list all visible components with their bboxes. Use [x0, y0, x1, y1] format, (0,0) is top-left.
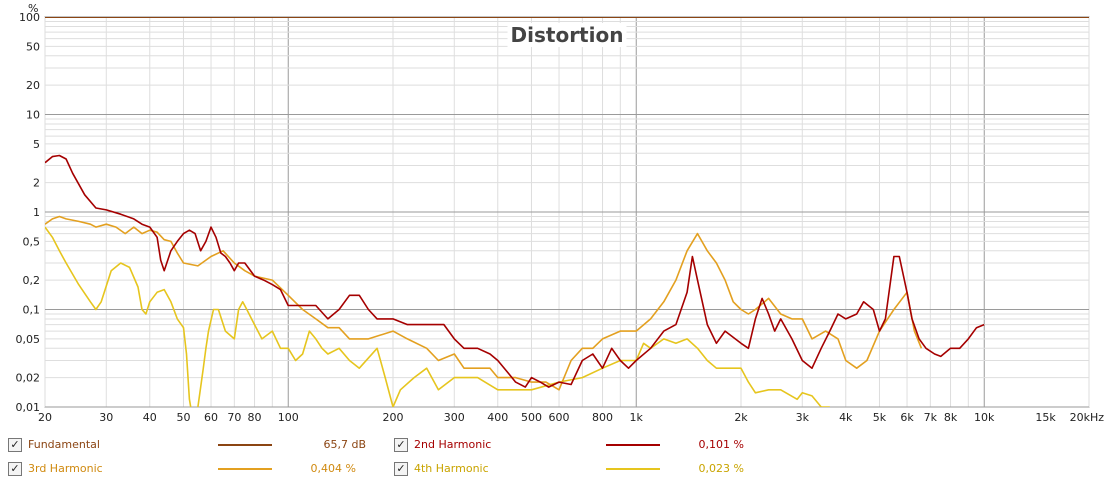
x-tick-label: 7k	[924, 411, 938, 424]
chart-title-background	[507, 23, 627, 47]
x-tick-label: 2k	[734, 411, 748, 424]
y-tick-label: 5	[33, 138, 40, 151]
x-tick-label: 500	[521, 411, 542, 424]
x-tick-label: 3k	[796, 411, 810, 424]
legend-item-fundamental[interactable]: ✓ Fundamental 65,7 dB	[8, 438, 388, 454]
legend-item-4th-harmonic[interactable]: ✓ 4th Harmonic 0,023 %	[394, 462, 774, 478]
y-tick-label: 0,2	[23, 274, 41, 287]
x-tick-label: 10k	[974, 411, 995, 424]
x-tick-label: 40	[143, 411, 157, 424]
distortion-chart: 20 30 40 50 60 70 80 100 200 300 400 500 600 800 1k 2k 3…	[16, 2, 1105, 424]
series-line-3rd-harmonic	[45, 215, 923, 391]
x-tick-label: 4k	[839, 411, 853, 424]
x-tick-label: 20kHz	[1070, 411, 1105, 424]
x-tick-label: 400	[487, 411, 508, 424]
x-tick-label: 5k	[873, 411, 887, 424]
legend-value-2nd-harmonic: 0,101 %	[698, 438, 744, 451]
legend-item-2nd-harmonic[interactable]: ✓ 2nd Harmonic 0,101 %	[394, 438, 774, 454]
x-tick-label: 30	[99, 411, 113, 424]
x-tick-label: 1k	[630, 411, 644, 424]
series-line-2nd-harmonic	[45, 154, 985, 388]
legend: ✓ Fundamental 65,7 dB ✓ 2nd Harmonic 0,1…	[0, 432, 1110, 488]
series-line-4th-harmonic	[45, 226, 830, 407]
y-tick-label: 0,01	[16, 401, 41, 414]
y-tick-label: 1	[33, 206, 40, 219]
y-tick-label: 10	[26, 109, 40, 122]
checkbox-2nd-harmonic[interactable]: ✓	[394, 438, 408, 452]
x-tick-label: 600	[549, 411, 570, 424]
y-tick-label: 20	[26, 79, 40, 92]
x-tick-label: 800	[592, 411, 613, 424]
checkbox-4th-harmonic[interactable]: ✓	[394, 462, 408, 476]
chart-title: Distortion	[511, 23, 624, 47]
x-tick-label: 80	[248, 411, 262, 424]
y-tick-label: 2	[33, 177, 40, 190]
legend-swatch-fundamental	[218, 444, 272, 446]
series-layer	[45, 17, 1089, 407]
legend-item-3rd-harmonic[interactable]: ✓ 3rd Harmonic 0,404 %	[8, 462, 388, 478]
x-tick-label: 8k	[944, 411, 958, 424]
legend-swatch-3rd-harmonic	[218, 468, 272, 470]
y-axis-unit: %	[28, 2, 38, 15]
x-tick-label: 20	[38, 411, 52, 424]
x-tick-label: 200	[383, 411, 404, 424]
legend-value-fundamental: 65,7 dB	[323, 438, 366, 451]
grid	[44, 17, 1090, 408]
legend-value-4th-harmonic: 0,023 %	[698, 462, 744, 475]
legend-label-3rd-harmonic: 3rd Harmonic	[28, 462, 103, 475]
x-tick-label: 6k	[900, 411, 914, 424]
x-tick-label: 50	[176, 411, 190, 424]
legend-label-4th-harmonic: 4th Harmonic	[414, 462, 489, 475]
checkbox-fundamental[interactable]: ✓	[8, 438, 22, 452]
x-tick-label: 15k	[1035, 411, 1056, 424]
x-tick-label: 100	[278, 411, 299, 424]
y-tick-label: 50	[26, 40, 40, 53]
x-tick-label: 70	[227, 411, 241, 424]
legend-value-3rd-harmonic: 0,404 %	[310, 462, 356, 475]
y-tick-label: 0,05	[16, 333, 41, 346]
y-tick-label: 0,02	[16, 372, 41, 385]
x-tick-label: 60	[204, 411, 218, 424]
y-tick-label: 0,5	[23, 235, 41, 248]
y-tick-label: 0,1	[23, 304, 41, 317]
legend-swatch-4th-harmonic	[606, 468, 660, 470]
y-tick-label: 100	[19, 11, 40, 24]
legend-label-2nd-harmonic: 2nd Harmonic	[414, 438, 492, 451]
x-tick-label: 300	[444, 411, 465, 424]
legend-swatch-2nd-harmonic	[606, 444, 660, 446]
checkbox-3rd-harmonic[interactable]: ✓	[8, 462, 22, 476]
legend-label-fundamental: Fundamental	[28, 438, 100, 451]
axis-labels: 20 30 40 50 60 70 80 100 200 300 400 500 600 800 1k 2k 3…	[16, 11, 1105, 424]
